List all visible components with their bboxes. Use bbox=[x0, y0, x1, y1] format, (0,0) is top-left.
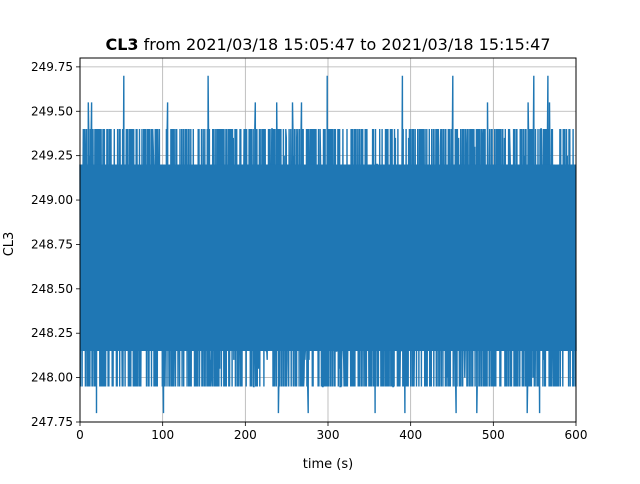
y-tick-label: 249.00 bbox=[31, 193, 73, 207]
y-tick-label: 248.25 bbox=[31, 326, 73, 340]
y-tick-label: 249.75 bbox=[31, 60, 73, 74]
x-tick-label: 300 bbox=[317, 428, 340, 442]
y-axis-label: CL3 bbox=[2, 232, 17, 257]
series-line bbox=[79, 75, 577, 414]
y-tick-label: 249.50 bbox=[31, 104, 73, 118]
y-tick-label: 248.75 bbox=[31, 237, 73, 251]
chart-title-bold: CL3 bbox=[105, 35, 138, 54]
x-tick-label: 200 bbox=[234, 428, 257, 442]
chart-title-rest: from 2021/03/18 15:05:47 to 2021/03/18 1… bbox=[139, 35, 551, 54]
x-tick-label: 500 bbox=[482, 428, 505, 442]
chart-title: CL3 from 2021/03/18 15:05:47 to 2021/03/… bbox=[105, 35, 550, 54]
x-axis-label: time (s) bbox=[303, 457, 353, 472]
series-core-band bbox=[80, 164, 576, 351]
x-tick-label: 0 bbox=[76, 428, 84, 442]
y-tick-label: 248.00 bbox=[31, 371, 73, 385]
x-axis-ticks: 0 100 200 300 400 500 600 bbox=[76, 422, 587, 442]
y-tick-label: 249.25 bbox=[31, 149, 73, 163]
x-tick-label: 400 bbox=[399, 428, 422, 442]
y-tick-label: 247.75 bbox=[31, 415, 73, 429]
x-tick-label: 600 bbox=[565, 428, 588, 442]
y-axis-ticks: 247.75 248.00 248.25 248.50 248.75 249.00 249.… bbox=[31, 60, 80, 429]
x-tick-label: 100 bbox=[151, 428, 174, 442]
y-tick-label: 248.50 bbox=[31, 282, 73, 296]
